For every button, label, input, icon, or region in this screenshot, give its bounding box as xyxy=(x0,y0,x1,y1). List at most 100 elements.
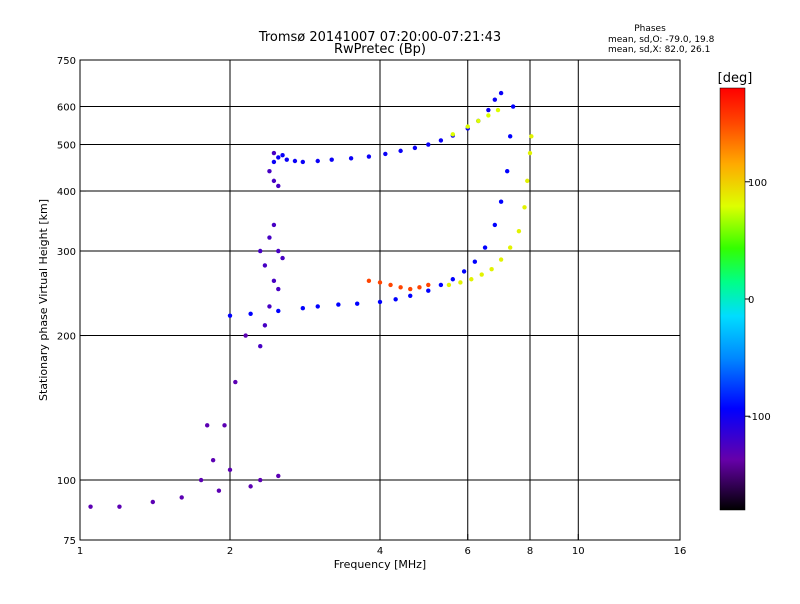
data-point xyxy=(258,344,263,349)
data-point xyxy=(292,158,298,164)
data-point xyxy=(336,302,341,307)
data-point xyxy=(450,277,456,282)
data-point xyxy=(472,259,478,264)
data-point xyxy=(280,255,285,261)
data-point xyxy=(393,297,398,302)
data-point xyxy=(271,159,277,165)
data-point xyxy=(408,286,413,292)
grid-lines xyxy=(80,60,680,540)
data-point xyxy=(348,156,354,161)
stats-heading: Phases xyxy=(634,24,666,34)
y-axis-label: Stationary phase Virtual Height [km] xyxy=(37,199,50,401)
data-point xyxy=(510,104,516,109)
data-point xyxy=(529,134,534,139)
data-point xyxy=(498,90,504,96)
data-point xyxy=(248,311,253,316)
data-point xyxy=(461,269,467,274)
data-point xyxy=(486,107,491,113)
data-point xyxy=(377,280,383,285)
x-axis-ticks: 1 2 4 6 8 10 16 xyxy=(77,534,687,557)
data-point xyxy=(492,97,498,102)
data-point xyxy=(366,278,372,284)
data-point xyxy=(516,228,522,234)
data-point xyxy=(216,488,222,493)
x-axis-label: Frequency [MHz] xyxy=(334,558,426,571)
colorbar-tick-label: 100 xyxy=(748,178,767,189)
data-point xyxy=(398,285,403,290)
data-point xyxy=(271,278,277,284)
x-tick-label: 8 xyxy=(527,546,533,557)
data-point xyxy=(227,467,233,473)
data-point xyxy=(329,157,334,162)
x-tick-label: 4 xyxy=(377,546,383,557)
data-point xyxy=(426,142,431,147)
data-point xyxy=(276,286,281,292)
x-tick-label: 6 xyxy=(465,546,471,557)
data-point xyxy=(498,199,504,204)
data-point xyxy=(377,299,383,305)
data-point xyxy=(522,205,527,210)
data-point xyxy=(204,423,210,428)
data-points xyxy=(88,90,534,509)
data-point xyxy=(276,155,281,160)
data-point xyxy=(525,178,530,184)
data-point xyxy=(476,118,481,124)
data-point xyxy=(507,245,513,250)
data-point xyxy=(458,280,463,285)
data-point xyxy=(276,473,281,479)
y-tick-label: 500 xyxy=(57,141,76,152)
data-point xyxy=(495,107,501,113)
stats-x-line: mean, sd,X: 82.0, 26.1 xyxy=(608,45,710,55)
data-point xyxy=(417,285,422,290)
data-point xyxy=(408,293,413,298)
stats-o-line: mean, sd,O: -79.0, 19.8 xyxy=(608,35,715,45)
data-point xyxy=(498,257,504,262)
data-point xyxy=(276,248,281,254)
data-point xyxy=(446,282,452,288)
data-point xyxy=(267,168,272,174)
data-point xyxy=(492,222,498,228)
data-point xyxy=(465,124,470,129)
data-point xyxy=(262,263,268,268)
data-point xyxy=(469,277,474,282)
colorbar-label: [deg] xyxy=(718,71,753,86)
data-point xyxy=(258,477,263,483)
y-tick-label: 600 xyxy=(57,103,76,114)
data-point xyxy=(482,245,488,250)
data-point xyxy=(280,153,285,158)
data-point xyxy=(210,457,216,463)
data-point xyxy=(527,150,533,156)
data-point xyxy=(315,158,320,164)
data-point xyxy=(438,138,444,143)
data-point xyxy=(150,499,156,505)
data-point xyxy=(426,288,431,293)
x-tick-label: 10 xyxy=(572,546,585,557)
x-tick-label: 16 xyxy=(674,546,687,557)
y-axis-ticks: 75 100 200 300 400 500 600 750 xyxy=(57,56,86,547)
data-point xyxy=(479,272,484,277)
data-point xyxy=(366,154,372,159)
data-point xyxy=(267,304,272,309)
data-point xyxy=(450,132,456,137)
y-tick-label: 75 xyxy=(63,536,76,547)
data-point xyxy=(267,235,272,240)
y-tick-label: 200 xyxy=(57,332,76,343)
data-point xyxy=(271,222,277,228)
data-point xyxy=(388,282,393,288)
data-point xyxy=(233,379,238,385)
chart-title: Tromsø 20141007 07:20:00-07:21:43 xyxy=(258,30,501,45)
data-point xyxy=(300,159,306,165)
data-point xyxy=(258,248,263,254)
data-point xyxy=(198,477,204,483)
data-point xyxy=(504,168,510,174)
data-point xyxy=(383,151,388,157)
data-point xyxy=(276,183,281,189)
data-point xyxy=(276,308,281,314)
data-point xyxy=(88,504,93,509)
y-tick-label: 400 xyxy=(57,187,76,198)
chart-subtitle: RwPretec (Bp) xyxy=(334,42,426,57)
data-point xyxy=(243,333,248,338)
y-tick-label: 300 xyxy=(57,247,76,258)
